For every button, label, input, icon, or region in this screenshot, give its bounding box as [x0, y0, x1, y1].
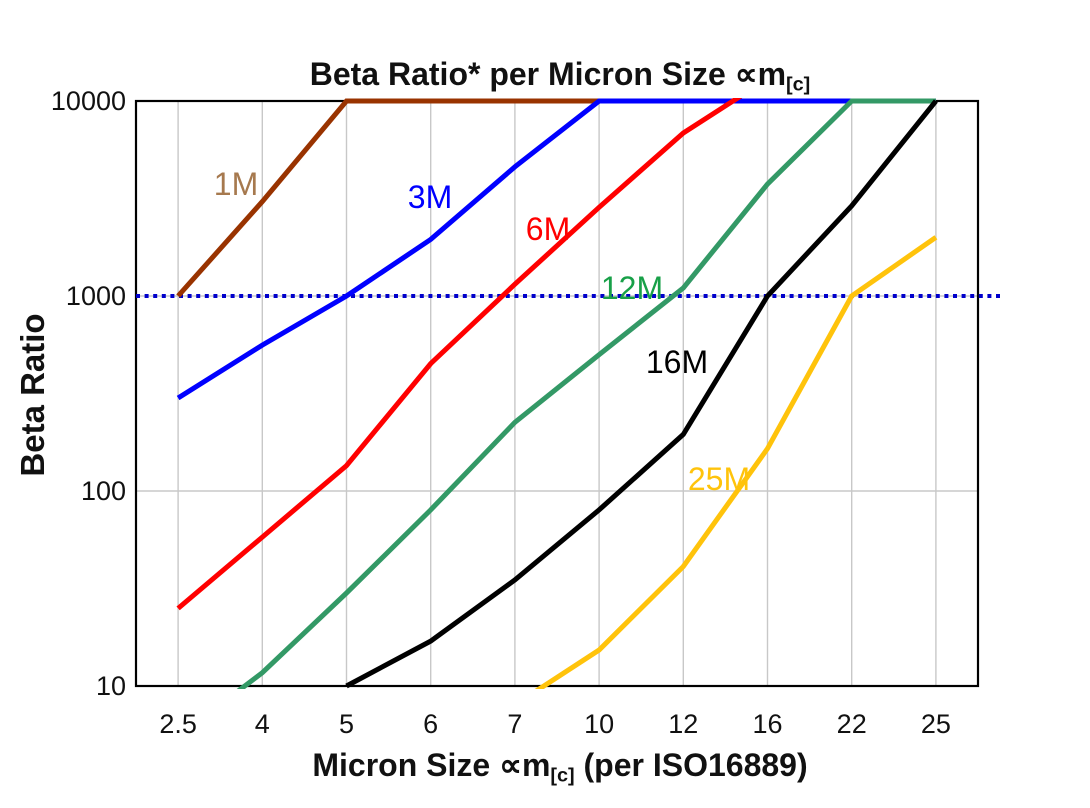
series-line-6M: [176, 98, 743, 611]
series-line-25M: [534, 235, 938, 689]
series-line-16M: [345, 99, 938, 689]
series-label-6M: 6M: [526, 211, 570, 247]
series-label-3M: 3M: [408, 179, 452, 215]
chart-title-text: Beta Ratio* per Micron Size ∝m: [309, 56, 787, 92]
x-tick-label-22: 22: [837, 709, 867, 739]
series-label-1M: 1M: [214, 166, 258, 202]
x-tick-label-7: 7: [507, 709, 522, 739]
y-tick-label-10000: 10000: [51, 86, 126, 116]
series-label-25M: 25M: [688, 461, 750, 497]
x-tick-label-16: 16: [752, 709, 782, 739]
series-label-16M: 16M: [646, 344, 708, 380]
x-tick-label-12: 12: [668, 709, 698, 739]
chart-title-subscript: [c]: [786, 73, 811, 96]
y-tick-label-100: 100: [81, 476, 126, 506]
x-axis-title-subscript: [c]: [550, 764, 575, 787]
x-tick-label-25: 25: [921, 709, 951, 739]
series-label-12M: 12M: [601, 270, 663, 306]
x-axis-title: Micron Size ∝m[c] (per ISO16889): [36, 746, 1084, 788]
x-tick-label-2.5: 2.5: [159, 709, 197, 739]
x-tick-label-6: 6: [423, 709, 438, 739]
series-line-3M: [176, 98, 936, 401]
x-tick-label-5: 5: [339, 709, 354, 739]
x-tick-label-4: 4: [255, 709, 270, 739]
series-line-12M: [236, 98, 936, 689]
x-axis-title-text: Micron Size ∝m: [312, 747, 551, 783]
x-tick-label-10: 10: [584, 709, 614, 739]
y-tick-label-10: 10: [96, 671, 126, 701]
chart-title: Beta Ratio* per Micron Size ∝m[c]: [36, 55, 1084, 97]
x-axis-title-rest: (per ISO16889): [574, 747, 808, 783]
y-tick-label-1000: 1000: [66, 281, 126, 311]
